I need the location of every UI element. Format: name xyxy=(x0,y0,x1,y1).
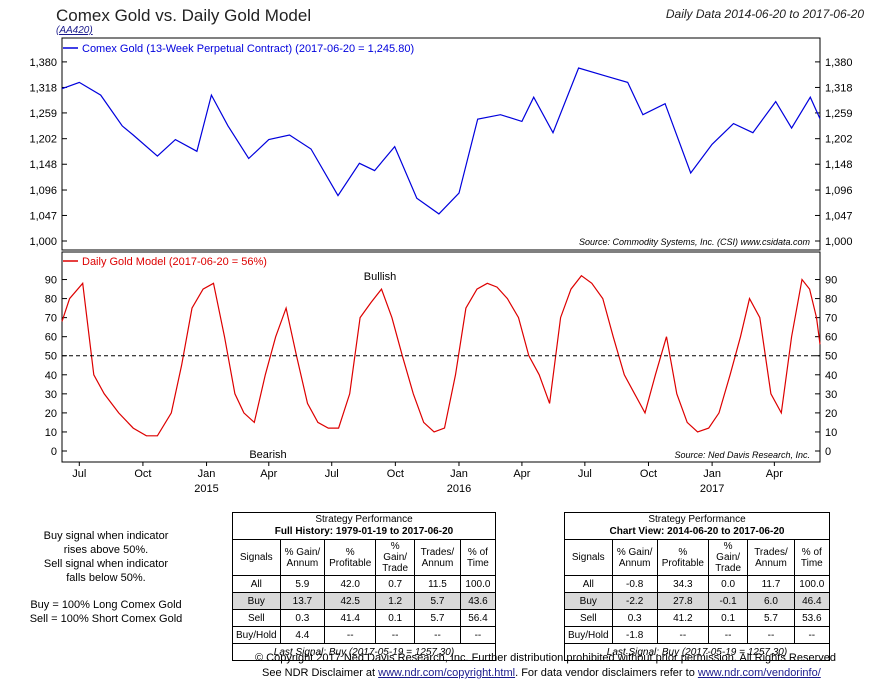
y-tick-label: 1,259 xyxy=(29,108,57,120)
y-tick-label: 1,259 xyxy=(825,108,853,120)
x-year-label: 2015 xyxy=(194,483,218,495)
table-row: Buy -2.2 27.8 -0.1 6.0 46.4 xyxy=(564,592,831,610)
last-signal: Last Signal: Buy (2017-05-19 = 1257.30) xyxy=(564,643,830,661)
y-tick-label: 1,047 xyxy=(825,210,853,222)
gold-source: Source: Commodity Systems, Inc. (CSI) ww… xyxy=(579,237,811,247)
table-row: Sell 0.3 41.4 0.1 5.7 56.4 xyxy=(232,609,497,627)
y-tick-label: 80 xyxy=(45,294,57,306)
note-line: Sell signal when indicator xyxy=(43,558,169,570)
date-range: Daily Data 2014-06-20 to 2017-06-20 xyxy=(665,7,864,21)
y-tick-label: 1,202 xyxy=(825,134,853,146)
y-tick-label: 1,047 xyxy=(29,210,57,222)
y-tick-label: 1,000 xyxy=(825,236,853,248)
note-line: Buy signal when indicator xyxy=(43,530,169,542)
y-tick-label: 1,148 xyxy=(825,159,853,171)
y-tick-label: 1,096 xyxy=(825,185,853,197)
bullish-label: Bullish xyxy=(364,271,396,283)
x-tick-label: Jan xyxy=(198,468,216,480)
y-tick-label: 40 xyxy=(45,370,57,382)
y-tick-label: 60 xyxy=(45,332,57,344)
note-line: Sell = 100% Short Comex Gold xyxy=(29,613,183,625)
y-tick-label: 10 xyxy=(45,427,57,439)
y-tick-label: 1,148 xyxy=(29,159,57,171)
copyright-line: © Copyright 2017 Ned Davis Research, Inc… xyxy=(255,652,836,664)
table-row: Sell 0.3 41.2 0.1 5.7 53.6 xyxy=(564,609,831,627)
y-tick-label: 60 xyxy=(825,332,837,344)
x-tick-label: Jul xyxy=(72,468,86,480)
x-tick-label: Apr xyxy=(260,468,277,480)
chart-code-link[interactable]: (AA420) xyxy=(56,25,93,36)
gold-model-line xyxy=(61,274,821,437)
x-tick-label: Jan xyxy=(450,468,468,480)
note-line: Buy = 100% Long Comex Gold xyxy=(30,599,182,611)
y-tick-label: 20 xyxy=(45,408,57,420)
x-tick-label: Oct xyxy=(134,468,151,480)
y-tick-label: 40 xyxy=(825,370,837,382)
y-tick-label: 50 xyxy=(45,351,57,363)
y-tick-label: 0 xyxy=(51,446,57,458)
y-tick-label: 70 xyxy=(825,313,837,325)
gold-price-line xyxy=(61,67,821,215)
signal-notes: Buy signal when indicator rises above 50… xyxy=(22,529,190,585)
chart-view-table: Strategy Performance Chart View: 2014-06-… xyxy=(564,512,831,661)
last-signal: Last Signal: Buy (2017-05-19 = 1257.30) xyxy=(232,643,496,661)
y-tick-label: 20 xyxy=(825,408,837,420)
bearish-label: Bearish xyxy=(249,449,286,461)
note-line: falls below 50%. xyxy=(66,572,146,584)
y-tick-label: 30 xyxy=(825,389,837,401)
y-tick-label: 90 xyxy=(45,275,57,287)
y-tick-label: 10 xyxy=(825,427,837,439)
y-tick-label: 80 xyxy=(825,294,837,306)
y-tick-label: 1,202 xyxy=(29,134,57,146)
x-year-label: 2016 xyxy=(447,483,471,495)
model-legend: Daily Gold Model (2017-06-20 = 56%) xyxy=(82,256,267,268)
y-tick-label: 70 xyxy=(45,313,57,325)
strategy-notes: Buy = 100% Long Comex Gold Sell = 100% S… xyxy=(22,598,190,626)
full-history-table: Strategy Performance Full History: 1979-0… xyxy=(232,512,497,661)
x-tick-label: Apr xyxy=(513,468,530,480)
disclaimer-line: See NDR Disclaimer at www.ndr.com/copyri… xyxy=(262,667,821,679)
chart-title: Comex Gold vs. Daily Gold Model xyxy=(56,6,312,25)
y-tick-label: 0 xyxy=(825,446,831,458)
table-row: Buy/Hold 4.4 -- -- -- -- xyxy=(232,626,497,644)
note-line: rises above 50%. xyxy=(63,544,149,556)
y-tick-label: 1,318 xyxy=(29,82,57,94)
y-tick-label: 1,318 xyxy=(825,82,853,94)
y-tick-label: 1,380 xyxy=(825,57,853,69)
table-row: Buy/Hold -1.8 -- -- -- -- xyxy=(564,626,831,644)
table-row: All -0.8 34.3 0.0 11.7 100.0 xyxy=(564,575,831,593)
y-tick-label: 1,000 xyxy=(29,236,57,248)
model-source: Source: Ned Davis Research, Inc. xyxy=(674,450,810,460)
chart-canvas: 1,000 1,000 1,047 1,047 1,096 1,096 1,148 1,148… xyxy=(29,37,853,495)
y-tick-label: 90 xyxy=(825,275,837,287)
x-tick-label: Oct xyxy=(640,468,657,480)
gold-panel-frame xyxy=(61,37,821,251)
table-row: Buy 13.7 42.5 1.2 5.7 43.6 xyxy=(232,592,497,610)
x-tick-label: Oct xyxy=(387,468,404,480)
model-panel-frame xyxy=(61,251,821,463)
x-tick-label: Jul xyxy=(325,468,339,480)
vendorinfo-link[interactable]: www.ndr.com/vendorinfo/ xyxy=(697,667,821,679)
y-tick-label: 50 xyxy=(825,351,837,363)
x-tick-label: Jul xyxy=(578,468,592,480)
gold-legend: Comex Gold (13-Week Perpetual Contract) … xyxy=(82,43,414,55)
x-tick-label: Apr xyxy=(766,468,783,480)
y-tick-label: 30 xyxy=(45,389,57,401)
table-row: All 5.9 42.0 0.7 11.5 100.0 xyxy=(232,575,497,593)
y-tick-label: 1,380 xyxy=(29,57,57,69)
x-tick-label: Jan xyxy=(703,468,721,480)
x-year-label: 2017 xyxy=(700,483,724,495)
copyright-link[interactable]: www.ndr.com/copyright.html xyxy=(378,667,516,679)
y-tick-label: 1,096 xyxy=(29,185,57,197)
